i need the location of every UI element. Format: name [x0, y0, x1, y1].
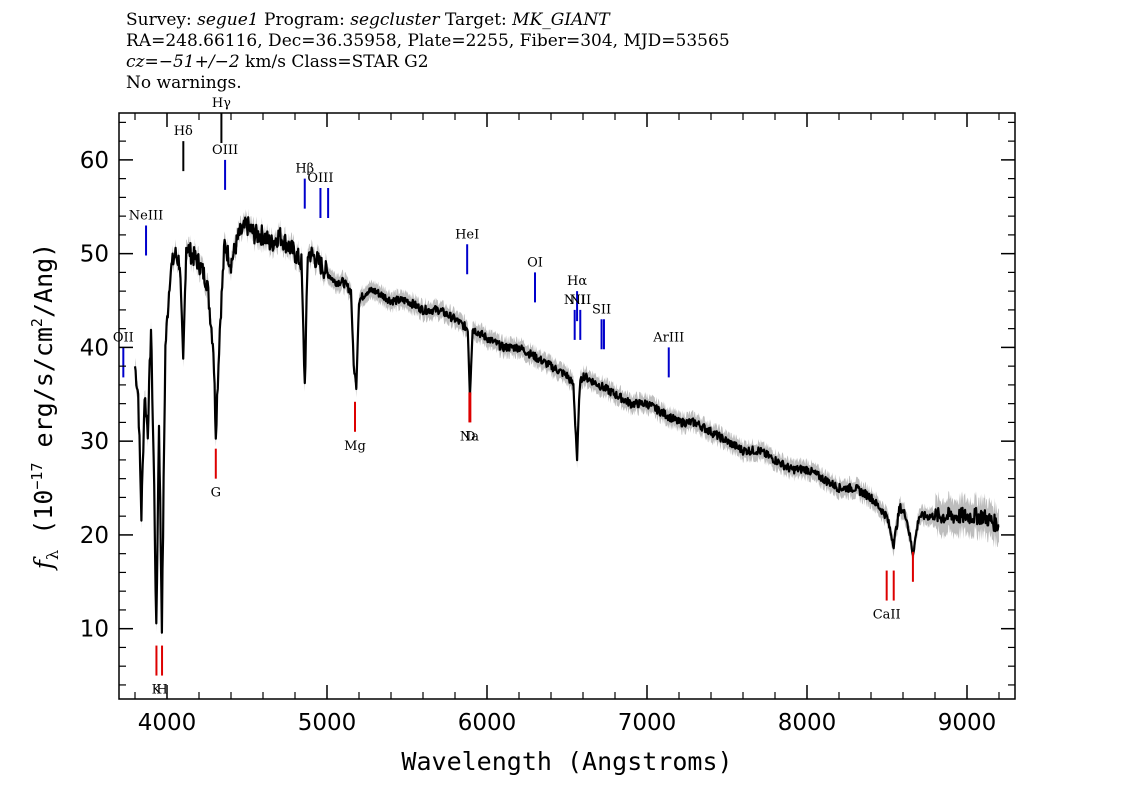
- cz-label: cz=: [126, 52, 159, 72]
- x-tick-label: 9000: [938, 710, 997, 736]
- absorption-line-label: D: [465, 429, 475, 444]
- absorption-line-label: Na: [460, 429, 479, 444]
- x-tick-label: 5000: [298, 710, 357, 736]
- absorption-line-label: H: [156, 683, 167, 698]
- cz-unit-class: km/s Class=STAR G2: [239, 52, 429, 72]
- y-tick-label: 30: [80, 429, 109, 455]
- absorption-line-label: CaII: [873, 608, 901, 623]
- spectrum-line: [133, 216, 1000, 634]
- x-tick-label: 6000: [458, 710, 517, 736]
- y-tick-label: 60: [80, 148, 109, 174]
- spectrum-header: Survey: segue1 Program: segcluster Targe…: [126, 10, 730, 94]
- y-axis-suffix: /Ang): [29, 243, 58, 318]
- x-axis: 4000 5000 6000 7000 8000 9000: [134, 113, 1000, 736]
- survey-value: segue1: [197, 10, 259, 30]
- header-line-1: Survey: segue1 Program: segcluster Targe…: [126, 10, 730, 31]
- y-axis-title: fλ (10−17 erg/s/cm2/Ang): [28, 243, 62, 571]
- y-axis-f: f: [29, 556, 58, 571]
- y-axis: 10 20 30 40 50 60: [80, 121, 1015, 686]
- survey-label: Survey:: [126, 10, 192, 30]
- emission-line-label: OIII: [307, 171, 333, 186]
- x-tick-label: 7000: [618, 710, 677, 736]
- emission-line-label: NII: [564, 293, 586, 308]
- header-line-2: RA=248.66116, Dec=36.35958, Plate=2255, …: [126, 31, 730, 51]
- emission-line-label: OI: [527, 255, 543, 270]
- y-tick-label: 50: [80, 242, 109, 268]
- x-tick-label: 8000: [778, 710, 837, 736]
- target-value: MK_GIANT: [512, 10, 610, 30]
- y-tick-label: 20: [80, 523, 109, 549]
- spectral-lines-layer: OIINeIIIHδHγOIIIHβOIIIHeIOINIIHαNIISIIAr…: [113, 96, 914, 698]
- y-axis-lambda: λ: [43, 550, 62, 560]
- emission-line-label: OIII: [212, 143, 238, 158]
- plot-frame: [118, 112, 1016, 700]
- header-line-3: cz=−51+/−2 km/s Class=STAR G2: [126, 52, 730, 73]
- y-axis-exp: −17: [28, 463, 46, 490]
- emission-line-label: Hγ: [212, 96, 231, 111]
- emission-line-label: SII: [592, 302, 611, 317]
- y-axis-prefix: (10: [29, 490, 58, 550]
- emission-line-label: OII: [113, 330, 134, 345]
- emission-line-label: HeI: [455, 227, 479, 242]
- y-axis-sq: 2: [28, 318, 46, 327]
- spectrum-layer: [133, 216, 1000, 634]
- y-axis-mid: erg/s/cm: [29, 327, 58, 462]
- program-label: Program:: [264, 10, 345, 30]
- header-line-4: No warnings.: [126, 73, 242, 93]
- x-tick-label: 4000: [138, 710, 197, 736]
- emission-line-label: Hα: [567, 274, 587, 289]
- program-value: segcluster: [350, 10, 440, 30]
- absorption-line-label: G: [211, 486, 221, 501]
- target-label: Target:: [444, 10, 507, 30]
- y-tick-label: 10: [80, 617, 109, 643]
- y-tick-label: 40: [80, 335, 109, 361]
- emission-line-label: Hβ: [295, 162, 314, 177]
- x-axis-title: Wavelength (Angstroms): [401, 747, 732, 776]
- emission-line-label: Hδ: [174, 124, 193, 139]
- emission-line-label: NeIII: [129, 209, 163, 224]
- emission-line-label: NII: [569, 293, 591, 308]
- cz-value: −51+/−2: [158, 52, 240, 72]
- absorption-line-label: Mg: [344, 439, 366, 454]
- emission-line-label: ArIII: [652, 330, 684, 345]
- absorption-line-label: K: [152, 683, 162, 698]
